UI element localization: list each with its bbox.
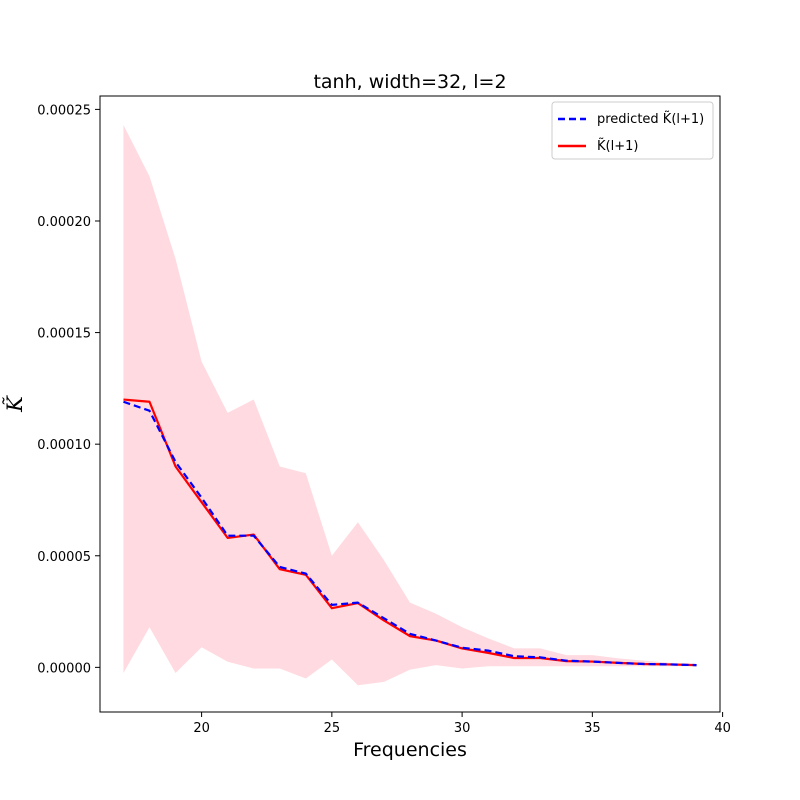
x-tick-label: 20 [193, 721, 210, 736]
y-tick-label: 0.00025 [37, 103, 91, 118]
x-axis-label: Frequencies [353, 739, 467, 761]
legend: predicted K̃(l+1) K̃(l+1) [551, 101, 714, 160]
legend-label-actual: K̃(l+1) [597, 139, 638, 154]
x-tick-label: 30 [454, 721, 471, 736]
chart-title: tanh, width=32, l=2 [313, 71, 506, 93]
x-tick-label: 40 [714, 721, 731, 736]
y-axis-label: K̃ [3, 395, 27, 413]
x-tick-label: 35 [584, 721, 601, 736]
y-tick-label: 0.00020 [37, 215, 91, 230]
x-tick-label: 25 [324, 721, 341, 736]
legend-box [551, 101, 714, 160]
plot-area [123, 125, 697, 686]
y-tick-label: 0.00010 [37, 438, 91, 453]
x-axis: 20 25 30 35 40 [193, 712, 731, 736]
legend-label-predicted: predicted K̃(l+1) [597, 112, 704, 127]
plot-frame [99, 95, 721, 713]
series-actual-line [123, 398, 697, 667]
y-tick-label: 0.00000 [37, 661, 91, 676]
y-tick-label: 0.00015 [37, 327, 91, 342]
y-axis: 0.00000 0.00005 0.00010 0.00015 0.00020 0.000… [37, 103, 100, 676]
series-predicted-line [123, 400, 697, 667]
y-tick-label: 0.00005 [37, 550, 91, 565]
variance-band [123, 125, 697, 686]
